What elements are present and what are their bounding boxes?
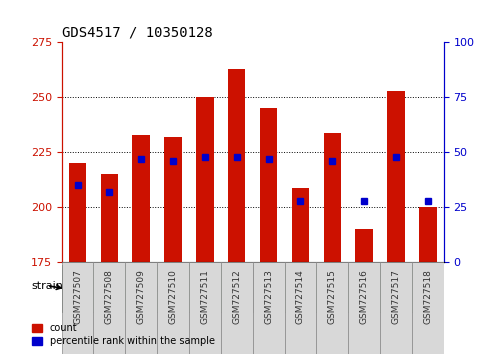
Bar: [323, 133, 341, 262]
Bar: [228, 69, 246, 262]
Text: GSM727513: GSM727513: [264, 269, 273, 324]
Bar: [133, 135, 150, 262]
Bar: [196, 97, 213, 262]
Text: ICR: ICR: [339, 284, 357, 294]
Legend: count, percentile rank within the sample: count, percentile rank within the sample: [30, 320, 218, 349]
FancyBboxPatch shape: [348, 262, 380, 354]
Text: GSM727510: GSM727510: [169, 269, 177, 324]
Text: GSM727514: GSM727514: [296, 269, 305, 324]
Text: GSM727512: GSM727512: [232, 269, 241, 324]
Bar: [387, 91, 405, 262]
Text: GSM727507: GSM727507: [73, 269, 82, 324]
Bar: [292, 188, 309, 262]
Text: GSM727517: GSM727517: [391, 269, 400, 324]
FancyBboxPatch shape: [380, 262, 412, 354]
FancyBboxPatch shape: [252, 262, 284, 354]
Bar: [355, 229, 373, 262]
Text: GSM727508: GSM727508: [105, 269, 114, 324]
Text: Madison: Madison: [134, 284, 180, 294]
Bar: [69, 164, 86, 262]
FancyBboxPatch shape: [284, 262, 317, 354]
FancyBboxPatch shape: [157, 262, 189, 354]
FancyBboxPatch shape: [125, 262, 157, 354]
FancyBboxPatch shape: [252, 265, 444, 313]
FancyBboxPatch shape: [317, 262, 348, 354]
FancyBboxPatch shape: [62, 262, 94, 354]
Bar: [101, 175, 118, 262]
Text: GDS4517 / 10350128: GDS4517 / 10350128: [62, 26, 212, 40]
Text: GSM727518: GSM727518: [423, 269, 432, 324]
FancyBboxPatch shape: [221, 262, 252, 354]
Bar: [164, 137, 182, 262]
Text: GSM727516: GSM727516: [359, 269, 369, 324]
Text: strain: strain: [31, 281, 63, 291]
Text: GSM727509: GSM727509: [137, 269, 146, 324]
Bar: [260, 108, 278, 262]
Text: GSM727511: GSM727511: [200, 269, 210, 324]
FancyBboxPatch shape: [94, 262, 125, 354]
FancyBboxPatch shape: [412, 262, 444, 354]
Bar: [419, 207, 436, 262]
FancyBboxPatch shape: [189, 262, 221, 354]
FancyBboxPatch shape: [62, 265, 252, 313]
Text: GSM727515: GSM727515: [328, 269, 337, 324]
